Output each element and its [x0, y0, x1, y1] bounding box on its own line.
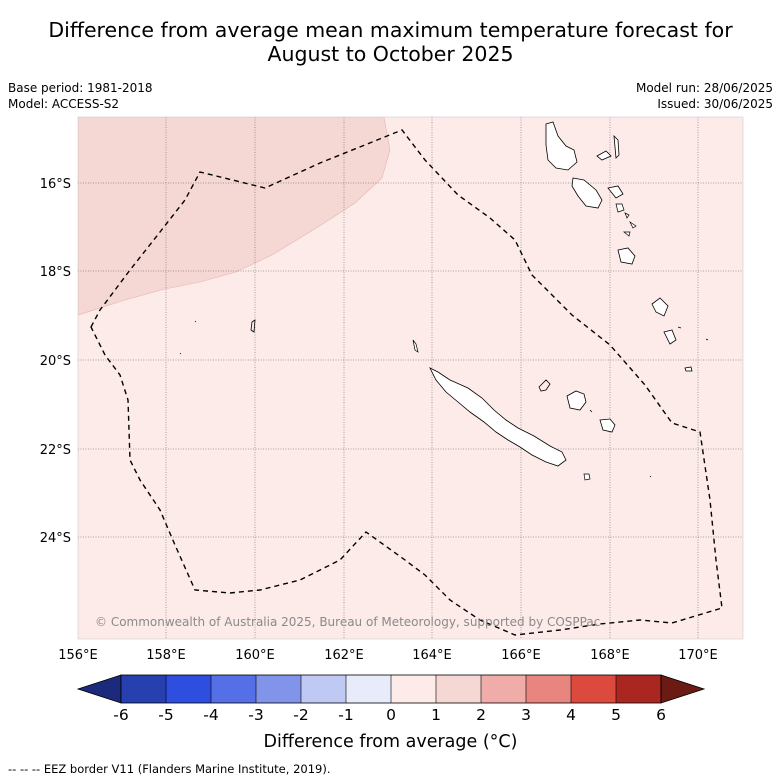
- colorbar-tick: 4: [566, 706, 576, 724]
- chesterfield-islet: [250, 319, 256, 333]
- colorbar-bin: [166, 675, 211, 703]
- mare-island: [599, 418, 616, 433]
- colorbar-tick: -1: [338, 706, 353, 724]
- colorbar-bin: [526, 675, 571, 703]
- colorbar-tick: 5: [611, 706, 621, 724]
- chesterfield-islet: [194, 320, 197, 323]
- colorbar-bin: [481, 675, 526, 703]
- erromango-island: [651, 297, 669, 317]
- colorbar-tick: 0: [386, 706, 396, 724]
- lon-label-164e: 164°E: [412, 648, 452, 663]
- small-island: [629, 220, 637, 229]
- small-island: [624, 212, 630, 219]
- efate-island: [617, 247, 636, 265]
- gridlines: [78, 117, 743, 639]
- eez-footnote: -- -- -- EEZ border V11 (Flanders Marine…: [8, 762, 331, 776]
- pentecost-island: [607, 185, 624, 199]
- small-islet: [677, 326, 682, 329]
- colorbar-tick: 3: [521, 706, 531, 724]
- colorbar-max-extension: [660, 674, 706, 704]
- meta-right: Model run: 28/06/2025 Issued: 30/06/2025: [636, 80, 773, 112]
- lat-label-22s: 22°S: [40, 443, 71, 458]
- lifou-island: [566, 390, 587, 411]
- colorbar-tick: 1: [431, 706, 441, 724]
- colorbar-tick: -2: [293, 706, 308, 724]
- colorbar-tick: -6: [113, 706, 128, 724]
- small-island: [623, 231, 631, 237]
- lon-label-158e: 158°E: [146, 648, 186, 663]
- malakula-island: [571, 177, 603, 209]
- ouvea-island: [538, 379, 551, 392]
- colorbar: -6 -5 -4 -3 -2 -1 0 1 2 3 4 5 6: [76, 674, 706, 724]
- ambae-island: [596, 150, 612, 161]
- lon-label-168e: 168°E: [590, 648, 630, 663]
- belep-islands: [412, 339, 419, 353]
- small-island: [615, 203, 625, 213]
- maewo-island: [613, 134, 620, 159]
- colorbar-label: Difference from average (°C): [263, 732, 518, 752]
- issued-date: Issued: 30/06/2025: [657, 97, 773, 111]
- chesterfield-islet: [179, 352, 182, 355]
- lat-label-20s: 20°S: [40, 354, 71, 369]
- colorbar-tick: -4: [203, 706, 218, 724]
- colorbar-bin: [256, 675, 301, 703]
- colorbar-tick: 6: [656, 706, 666, 724]
- colorbar-min-extension: [76, 674, 122, 704]
- base-period: Base period: 1981-2018: [8, 81, 153, 95]
- colorbar-tick: -3: [248, 706, 263, 724]
- colorbar-bin: [616, 675, 661, 703]
- small-islet: [589, 409, 593, 413]
- lon-label-162e: 162°E: [324, 648, 364, 663]
- colorbar-tick: 2: [476, 706, 486, 724]
- espiritu-santo-island: [545, 121, 578, 171]
- colorbar-bin: [571, 675, 616, 703]
- chart-title: Difference from average mean maximum tem…: [0, 18, 781, 66]
- lon-label-170e: 170°E: [678, 648, 718, 663]
- model-name: Model: ACCESS-S2: [8, 97, 120, 111]
- copyright-text: © Commonwealth of Australia 2025, Bureau…: [95, 615, 600, 629]
- title-line-1: Difference from average mean maximum tem…: [48, 18, 733, 42]
- colorbar-tick: -5: [158, 706, 173, 724]
- colorbar-bin: [121, 675, 166, 703]
- meta-left: Base period: 1981-2018 Model: ACCESS-S2: [8, 80, 153, 112]
- tanna-island: [663, 329, 677, 345]
- small-islet: [649, 475, 652, 478]
- eez-border: [90, 129, 723, 636]
- lon-label-156e: 156°E: [58, 648, 98, 663]
- title-line-2: August to October 2025: [267, 42, 514, 66]
- lat-label-24s: 24°S: [40, 531, 71, 546]
- lat-label-16s: 16°S: [40, 177, 71, 192]
- lat-label-18s: 18°S: [40, 265, 71, 280]
- model-run: Model run: 28/06/2025: [635, 81, 773, 95]
- small-islet: [705, 338, 709, 341]
- colorbar-bin: [436, 675, 481, 703]
- aneityum-island: [684, 366, 693, 372]
- lon-label-160e: 160°E: [235, 648, 275, 663]
- colorbar-bin: [391, 675, 436, 703]
- colorbar-bin: [346, 675, 391, 703]
- map-frame: [77, 116, 744, 640]
- new-caledonia-main-island: [429, 367, 567, 467]
- colorbar-bin: [301, 675, 346, 703]
- isle-of-pines: [583, 473, 591, 481]
- lon-label-166e: 166°E: [501, 648, 541, 663]
- colorbar-bin: [211, 675, 256, 703]
